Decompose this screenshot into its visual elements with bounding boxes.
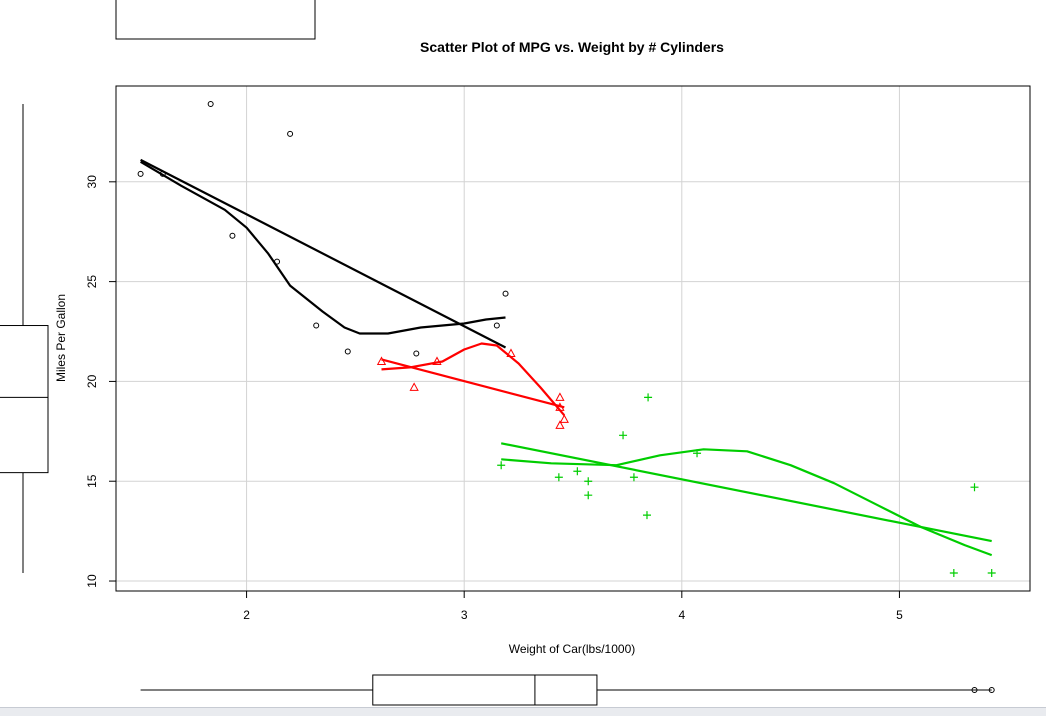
regression-line bbox=[140, 158, 507, 349]
data-point bbox=[506, 348, 516, 357]
x-boxplot-box bbox=[372, 674, 598, 706]
data-point bbox=[287, 130, 294, 137]
data-point bbox=[344, 348, 351, 355]
data-point bbox=[987, 569, 996, 578]
chart-title: Scatter Plot of MPG vs. Weight by # Cyli… bbox=[420, 39, 724, 55]
x-boxplot-outlier bbox=[988, 687, 995, 693]
x-tick-label: 4 bbox=[678, 608, 685, 622]
data-point bbox=[207, 100, 214, 107]
y-axis: 10 15 20 25 30 bbox=[85, 175, 116, 588]
lowess-line bbox=[381, 342, 566, 417]
data-point bbox=[554, 473, 563, 482]
lowess-line bbox=[140, 160, 506, 335]
data-point bbox=[644, 393, 653, 402]
data-point bbox=[555, 420, 565, 429]
data-point bbox=[949, 569, 958, 578]
x-tick-label: 5 bbox=[896, 608, 903, 622]
grid bbox=[116, 86, 1030, 591]
fit-lines bbox=[140, 158, 993, 557]
data-point bbox=[693, 449, 702, 458]
data-point bbox=[159, 170, 166, 177]
data-point bbox=[497, 461, 506, 470]
data-point bbox=[432, 356, 442, 365]
x-axis: 2 3 4 5 bbox=[243, 591, 903, 622]
y-tick-label: 20 bbox=[85, 374, 99, 388]
regression-line bbox=[500, 442, 992, 543]
data-point bbox=[229, 232, 236, 239]
data-points bbox=[137, 100, 996, 578]
x-tick-label: 3 bbox=[461, 608, 468, 622]
data-point bbox=[413, 350, 420, 357]
x-axis-label: Weight of Car(lbs/1000) bbox=[509, 642, 636, 656]
y-axis-label: Miles Per Gallon bbox=[54, 294, 68, 382]
data-point bbox=[559, 414, 569, 423]
data-point bbox=[970, 483, 979, 492]
data-point bbox=[642, 511, 651, 520]
x-tick-label: 2 bbox=[243, 608, 250, 622]
window-bottom-edge bbox=[0, 707, 1046, 716]
y-tick-label: 10 bbox=[85, 574, 99, 588]
data-point bbox=[493, 322, 500, 329]
data-point bbox=[619, 431, 628, 440]
data-point bbox=[409, 382, 419, 391]
y-tick-label: 25 bbox=[85, 275, 99, 289]
data-point bbox=[555, 392, 565, 401]
data-point bbox=[629, 473, 638, 482]
data-point bbox=[573, 467, 582, 476]
y-boxplot bbox=[0, 103, 49, 574]
x-boxplot-outlier bbox=[971, 687, 978, 693]
legend-box bbox=[115, 0, 316, 40]
data-point bbox=[137, 170, 144, 177]
data-point bbox=[502, 290, 509, 297]
data-point bbox=[584, 477, 593, 486]
plot-frame bbox=[115, 85, 1031, 592]
y-tick-label: 15 bbox=[85, 474, 99, 488]
data-point bbox=[584, 491, 593, 500]
data-point bbox=[274, 258, 281, 265]
data-point bbox=[555, 402, 565, 411]
lowess-line bbox=[501, 448, 993, 557]
x-boxplot bbox=[140, 674, 995, 706]
y-tick-label: 30 bbox=[85, 175, 99, 189]
data-point bbox=[376, 356, 387, 365]
y-boxplot-box bbox=[0, 325, 49, 474]
data-point bbox=[313, 322, 320, 329]
